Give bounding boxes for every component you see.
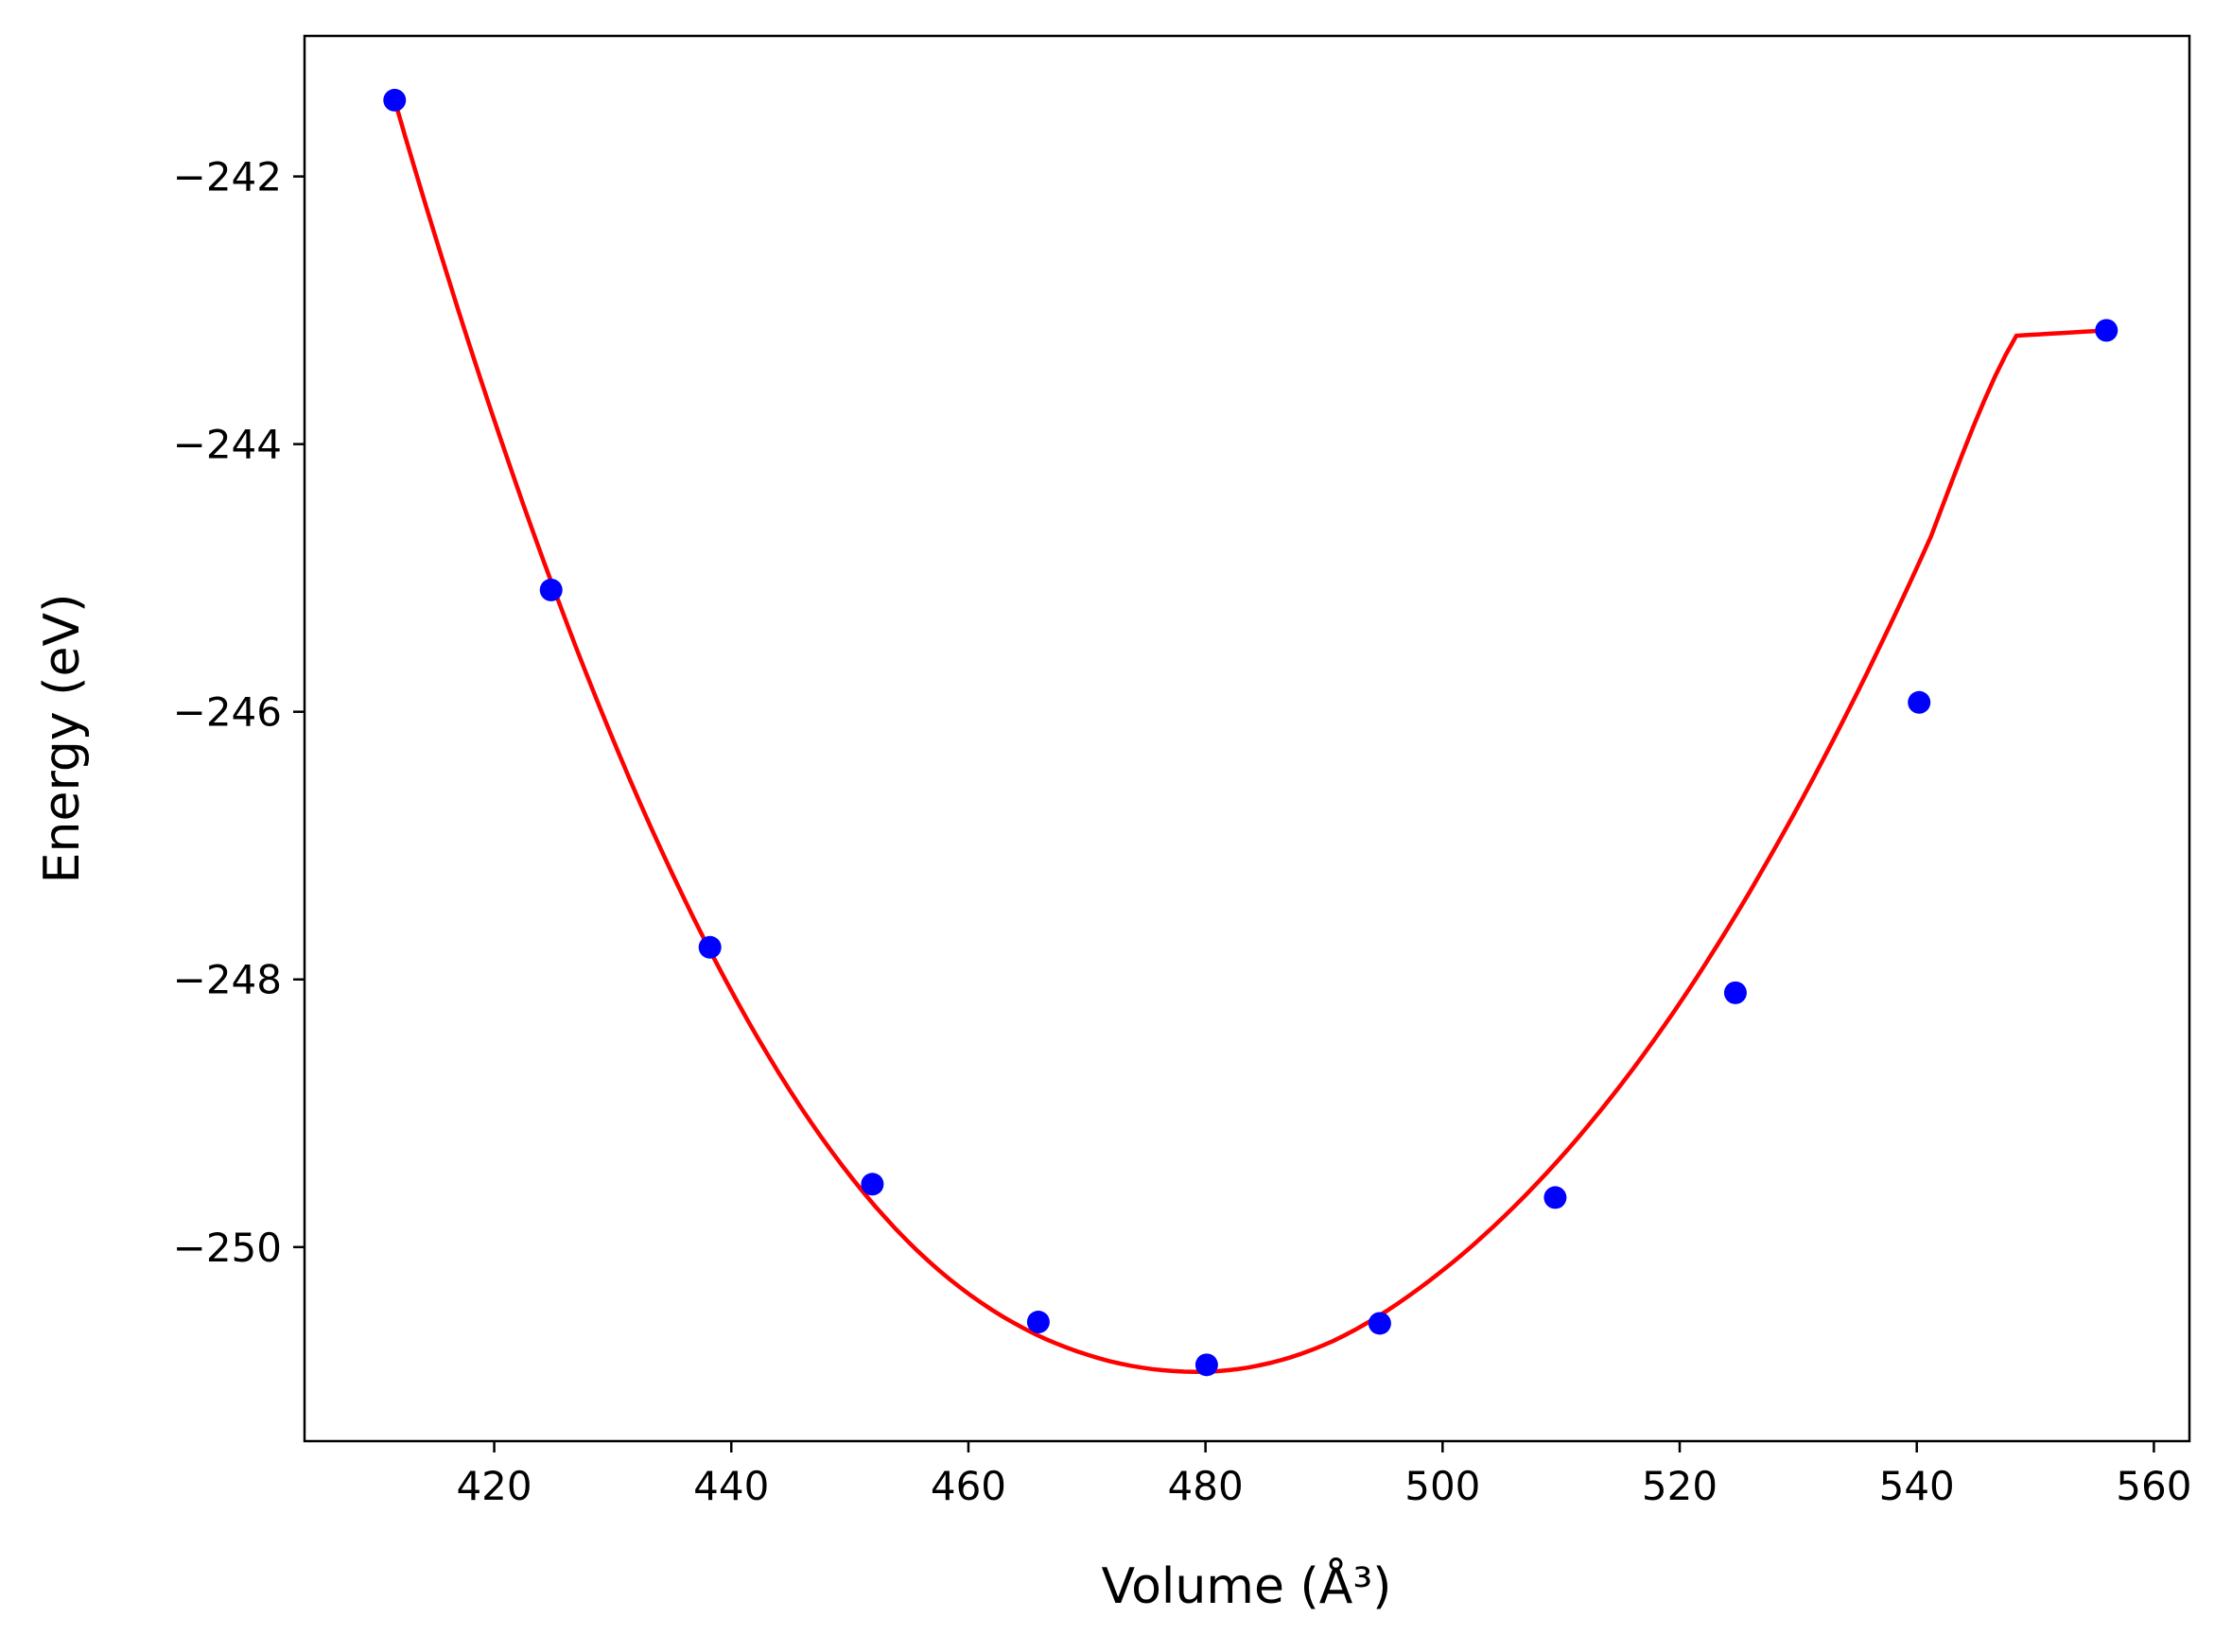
x-tick-label: 520: [1642, 1463, 1718, 1509]
plot-layer: [383, 88, 2119, 1377]
x-tick-label: 440: [693, 1463, 769, 1509]
data-point: [698, 935, 722, 959]
data-point: [1908, 690, 1931, 714]
y-tick-label: −246: [173, 689, 282, 736]
x-tick-label: 500: [1404, 1463, 1480, 1509]
y-tick-label: −248: [173, 957, 282, 1003]
y-tick-label: −250: [173, 1225, 282, 1271]
y-tick-label: −242: [173, 154, 282, 200]
x-tick-label: 480: [1168, 1463, 1244, 1509]
y-axis-title: Energy (eV): [34, 594, 91, 884]
x-tick-label: 460: [931, 1463, 1006, 1509]
data-point: [383, 88, 407, 112]
x-axis-title: Volume (Å³): [1102, 1556, 1392, 1615]
data-point: [2095, 319, 2119, 342]
y-axis-ticks: −242 −244 −246 −248 −250: [173, 154, 305, 1271]
data-point: [1194, 1353, 1218, 1377]
x-tick-label: 560: [2116, 1463, 2191, 1509]
data-point: [539, 578, 563, 601]
y-tick-label: −244: [173, 422, 282, 468]
fit-curve-line: [392, 99, 2107, 1374]
data-point: [1026, 1311, 1050, 1334]
x-tick-label: 420: [456, 1463, 532, 1509]
x-tick-label: 540: [1879, 1463, 1955, 1509]
plot-frame: [303, 34, 2191, 1443]
data-point: [861, 1173, 884, 1196]
data-point: [1723, 981, 1747, 1004]
data-point: [1543, 1186, 1567, 1209]
x-axis-ticks: 420 440 460 480 500 520 540 560: [456, 1441, 2191, 1509]
data-point: [1368, 1312, 1391, 1335]
